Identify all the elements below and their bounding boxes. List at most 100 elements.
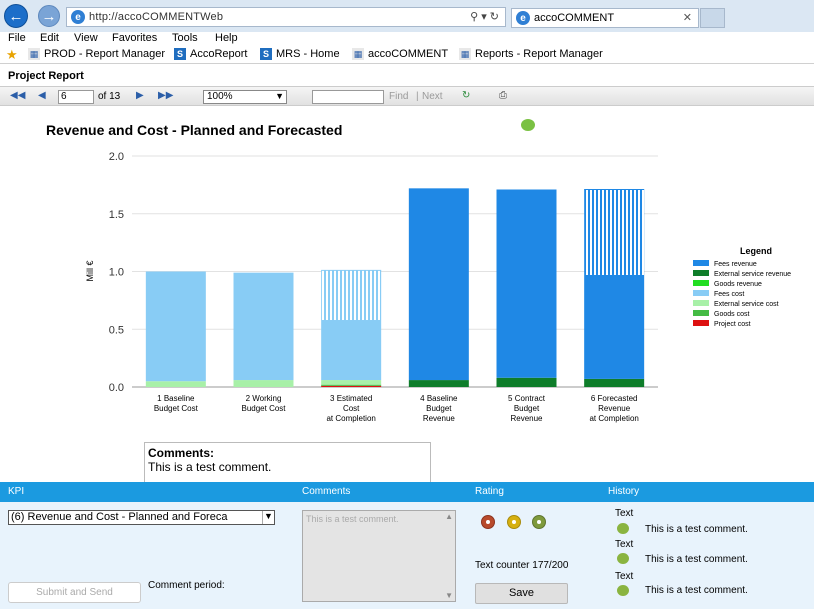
history-text: This is a test comment. [645,554,748,565]
bar-segment [584,378,645,387]
y-tick-label: 1.5 [109,209,124,221]
x-tick-label: Revenue [510,414,543,423]
x-tick-label: 5 Contract [508,394,546,403]
rating-red-radio[interactable] [481,515,495,529]
x-tick-label: Budget Cost [154,404,199,413]
address-bar[interactable]: e http://accoCOMMENTWeb ⚲ ▾ ↻ [66,7,506,27]
bar-segment [496,189,557,378]
tab-close-icon[interactable]: ✕ [682,12,692,24]
x-tick-label: Budget [426,404,452,413]
find-separator: | [416,91,419,102]
history-text: This is a test comment. [645,524,748,535]
legend-swatch [693,280,709,286]
legend-label: Fees cost [714,291,744,298]
page-icon: ▦ [352,48,364,60]
page-number-input[interactable]: 6 [58,90,94,104]
address-text[interactable]: http://accoCOMMENTWeb [89,11,224,23]
bar-segment [321,384,382,386]
fav-prod-report-manager[interactable]: ▦ PROD - Report Manager [28,48,165,60]
comment-period-label: Comment period: [148,580,225,591]
comment-textarea[interactable]: This is a test comment. ▲ ▼ [302,510,456,602]
zoom-value: 100% [207,91,233,102]
bar-segment [408,188,469,381]
forward-arrow-icon[interactable]: → [38,5,60,27]
rating-yellow-radio[interactable] [507,515,521,529]
legend-swatch [693,260,709,266]
comments-text: This is a test comment. [148,460,272,474]
last-page-icon[interactable]: ▶▶ [158,90,174,101]
kpi-selected-value: (6) Revenue and Cost - Planned and Forec… [11,511,228,523]
legend-swatch [693,310,709,316]
bar-segment-forecast [321,270,382,321]
report-title: Project Report [8,70,84,82]
zoom-select[interactable]: 100% ▼ [203,90,287,104]
y-tick-label: 2.0 [109,151,124,163]
kpi-select[interactable]: (6) Revenue and Cost - Planned and Forec… [8,510,275,525]
status-indicator [521,119,535,131]
bar-segment [233,272,294,381]
x-tick-label: 4 Baseline [420,394,458,403]
previous-page-icon[interactable]: ◀ [38,90,46,101]
next-link[interactable]: Next [422,91,443,102]
page-icon: ▦ [28,48,40,60]
menu-favorites[interactable]: Favorites [112,32,158,44]
comments-box: Comments: This is a test comment. [144,442,431,484]
back-arrow-icon[interactable]: ← [4,4,28,28]
bar-segment-forecast [584,189,645,275]
refresh-icon[interactable]: ↻ [462,90,471,101]
y-tick-label: 0.5 [109,324,124,336]
chart-title: Revenue and Cost - Planned and Forecaste… [46,122,343,138]
menu-file[interactable]: File [8,32,26,44]
legend-label: Goods cost [714,311,749,318]
bar-segment [321,385,382,387]
fav-acco-comment[interactable]: ▦ accoCOMMENT [352,48,448,60]
find-link[interactable]: Find [389,91,409,102]
history-label: Text [615,571,634,582]
fav-reports-report-manager[interactable]: ▦ Reports - Report Manager [459,48,603,60]
menu-tools[interactable]: Tools [172,32,198,44]
menu-help[interactable]: Help [215,32,238,44]
favorites-star-icon[interactable]: ★ [6,47,18,62]
fav-label: AccoReport [190,48,248,60]
next-page-icon[interactable]: ▶ [136,90,144,101]
fav-accoreport[interactable]: S AccoReport [174,48,247,60]
legend-label: Project cost [714,321,751,328]
fav-label: accoCOMMENT [368,48,449,60]
bar-segment [145,381,206,387]
print-icon[interactable]: ⎙ [499,90,507,101]
comment-placeholder: This is a test comment. [306,514,399,524]
scroll-down-icon[interactable]: ▼ [445,591,453,600]
page-count: of 13 [98,91,121,102]
menu-view[interactable]: View [74,32,98,44]
legend-swatch [693,320,709,326]
x-tick-label: at Completion [589,414,638,423]
history-text: This is a test comment. [645,585,748,596]
legend-swatch [693,270,709,276]
first-page-icon[interactable]: ◀◀ [10,90,26,101]
rating-green-radio[interactable] [532,515,546,529]
menu-edit[interactable]: Edit [40,32,59,44]
fav-label: MRS - Home [276,48,340,60]
ie-page-icon: e [71,10,85,24]
legend-swatch [693,300,709,306]
new-tab-button[interactable] [700,8,725,28]
comments-heading: Comments: [148,446,215,460]
save-button[interactable]: Save [475,583,568,604]
history-label: Text [615,539,634,550]
legend-label: Goods revenue [714,281,762,288]
browser-tab[interactable]: e accoCOMMENT ✕ [511,8,699,28]
submit-and-send-button[interactable]: Submit and Send [8,582,141,603]
fav-mrs-home[interactable]: S MRS - Home [260,48,340,60]
search-refresh-icon[interactable]: ⚲ ▾ ↻ [470,11,499,23]
history-label: Text [615,508,634,519]
scroll-up-icon[interactable]: ▲ [445,512,453,521]
fav-label: PROD - Report Manager [44,48,166,60]
rating-column-header: Rating [475,486,504,497]
sharepoint-icon: S [260,48,272,60]
legend-label: External service cost [714,301,779,308]
y-tick-label: 0.0 [109,382,124,394]
find-input[interactable] [312,90,384,104]
page-icon: ▦ [459,48,471,60]
legend-label: External service revenue [714,271,791,278]
